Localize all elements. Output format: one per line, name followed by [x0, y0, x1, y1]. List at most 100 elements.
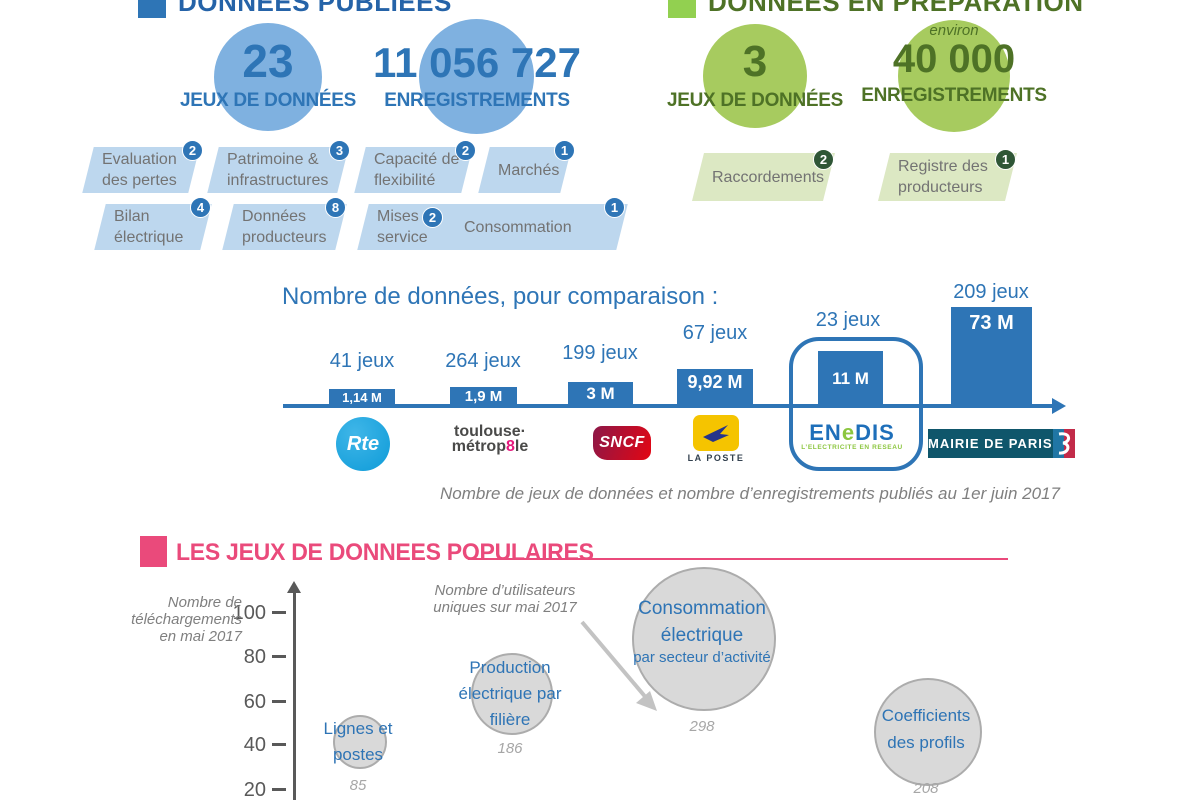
published-records-value: 11 056 727	[373, 39, 581, 86]
tag-marches: Marchés 1	[478, 140, 575, 193]
published-records-circle	[419, 19, 534, 134]
preparation-records-value: 40 000	[892, 37, 1016, 81]
bubble-label-lignes: Lignes et postes	[323, 719, 393, 764]
tag-label: Mises en service	[377, 208, 442, 246]
tag-count-badge: 2	[813, 149, 834, 170]
tag-capacite-de-flexibilite: Capacité de flexibilité 2	[354, 140, 476, 193]
tag-bilan-electrique: Bilan électrique 4	[94, 197, 212, 250]
tag-label: Données producteurs	[242, 208, 327, 246]
tag-count-badge: 2	[455, 140, 476, 161]
tag-count-badge: 1	[995, 149, 1016, 170]
ytick-mark	[272, 788, 286, 791]
popular-section-marker	[140, 536, 167, 567]
jeux-label-laposte: 67 jeux	[682, 322, 748, 344]
toulouse-pink-8: 8	[505, 438, 515, 455]
enedis-green-e: e	[841, 420, 856, 445]
tag-consommation: Consommation 1	[444, 197, 628, 250]
tag-label: Marchés	[498, 161, 560, 179]
enedis-highlight-box	[789, 337, 923, 471]
tag-registre-des-producteurs: Registre des producteurs 1	[878, 149, 1017, 201]
enedis-logo: ENeDIS L’ELECTRICITE EN RESEAU	[792, 420, 912, 452]
bar-rte: 1,14 M	[329, 389, 395, 406]
bubble-lignes-et-postes	[333, 715, 387, 769]
ytick-100: 100	[232, 602, 266, 624]
published-section-marker	[138, 0, 166, 18]
ytick-20: 20	[243, 779, 266, 800]
sncf-logo: SNCF	[593, 426, 651, 460]
preparation-datasets-value: 3	[742, 37, 768, 86]
bubble-consommation-electrique	[632, 567, 776, 711]
tag-donnees-producteurs: Données producteurs 8	[222, 197, 347, 250]
published-datasets-circle	[214, 23, 322, 131]
rte-logo: Rte	[336, 417, 390, 471]
bar-sncf: 3 M	[568, 382, 633, 406]
tag-count-badge: 8	[325, 197, 346, 218]
comparison-chart-title: Nombre de données, pour comparaison :	[282, 283, 719, 310]
tag-count-badge: 3	[329, 140, 350, 161]
preparation-section-marker	[668, 0, 696, 18]
comparison-x-axis-arrow	[1052, 398, 1066, 414]
tag-count-badge: 2	[182, 140, 203, 161]
jeux-label-sncf: 199 jeux	[562, 342, 638, 364]
tag-label: Registre des producteurs	[898, 158, 988, 196]
tag-label: Evaluation des pertes	[102, 151, 177, 189]
tag-raccordements: Raccordements 2	[692, 149, 835, 201]
popular-title-underline	[468, 558, 1008, 560]
preparation-datasets-circle	[703, 24, 807, 128]
bubble-value-consommation: 298	[689, 718, 715, 735]
comparison-caption: Nombre de jeux de données et nombre d’en…	[440, 484, 1060, 503]
ytick-80: 80	[243, 646, 266, 668]
ytick-mark	[272, 743, 286, 746]
popular-section-title: LES JEUX DE DONNEES POPULAIRES	[176, 539, 594, 566]
bubble-label-production: Production électrique par filière	[458, 658, 562, 729]
published-section-title: DONNEES PUBLIEES	[178, 0, 452, 17]
bubble-label-coefficients: Coefficients des profils	[881, 706, 971, 752]
mairie-emblem-icon	[1052, 429, 1075, 458]
tag-count-badge: 2	[422, 207, 443, 228]
preparation-datasets-stat: 3 JEUX DE DONNÉES	[660, 40, 850, 112]
tag-label: Consommation	[464, 218, 572, 236]
laposte-bird-icon	[703, 425, 729, 442]
published-datasets-stat: 23 JEUX DE DONNÉES	[168, 38, 368, 112]
popular-y-axis	[293, 591, 296, 800]
preparation-records-stat: environ 40 000 ENREGISTREMENTS	[849, 22, 1059, 107]
bar-laposte: 9,92 M	[677, 369, 753, 406]
tag-patrimoine-infrastructures: Patrimoine & infrastructures 3	[207, 140, 350, 193]
jeux-label-mairie: 209 jeux	[953, 281, 1029, 303]
toulouse-metropole-logo: toulouse· métrop8le	[451, 423, 529, 455]
ytick-mark	[272, 655, 286, 658]
published-datasets-label: JEUX DE DONNÉES	[179, 90, 357, 111]
annotation-arrow-icon	[580, 620, 657, 711]
tag-label: Capacité de flexibilité	[374, 151, 460, 189]
jeux-label-rte: 41 jeux	[329, 350, 395, 372]
jeux-label-toulouse: 264 jeux	[445, 350, 521, 372]
ytick-40: 40	[243, 734, 266, 756]
preparation-records-circle	[898, 20, 1010, 132]
published-datasets-value: 23	[242, 35, 294, 87]
bubble-coefficients-profils	[874, 678, 982, 786]
preparation-datasets-label: JEUX DE DONNÉES	[666, 90, 844, 111]
bar-enedis: 11 M	[818, 351, 883, 406]
tag-label: Bilan électrique	[114, 208, 184, 246]
popular-y-axis-arrow	[287, 581, 301, 593]
tag-count-badge: 4	[190, 197, 211, 218]
preparation-records-prefix: environ	[929, 22, 979, 39]
enedis-tagline: L’ELECTRICITE EN RESEAU	[801, 444, 903, 451]
bar-mairie: 73 M	[951, 307, 1032, 406]
bubble-label-consommation: Consommation électrique par secteur d’ac…	[633, 598, 771, 666]
comparison-x-axis	[283, 404, 1053, 408]
ytick-mark	[272, 700, 286, 703]
ytick-mark	[272, 611, 286, 614]
jeux-label-enedis: 23 jeux	[815, 309, 881, 331]
tag-label: Raccordements	[712, 168, 825, 186]
mairie-de-paris-logo: MAIRIE DE PARIS	[928, 429, 1075, 458]
preparation-records-label: ENREGISTREMENTS	[861, 85, 1047, 106]
tag-mises-en-service: Mises en service 2	[357, 204, 463, 250]
published-records-stat: 11 056 727 ENREGISTREMENTS	[367, 42, 587, 112]
popular-bubble-size-annotation: Nombre d’utilisateurs uniques sur mai 20…	[433, 582, 577, 616]
bar-toulouse: 1,9 M	[450, 387, 517, 406]
tag-label: Patrimoine & infrastructures	[227, 151, 329, 189]
tag-evaluation-des-pertes: Evaluation des pertes 2	[82, 140, 203, 193]
laposte-logo	[693, 415, 739, 451]
